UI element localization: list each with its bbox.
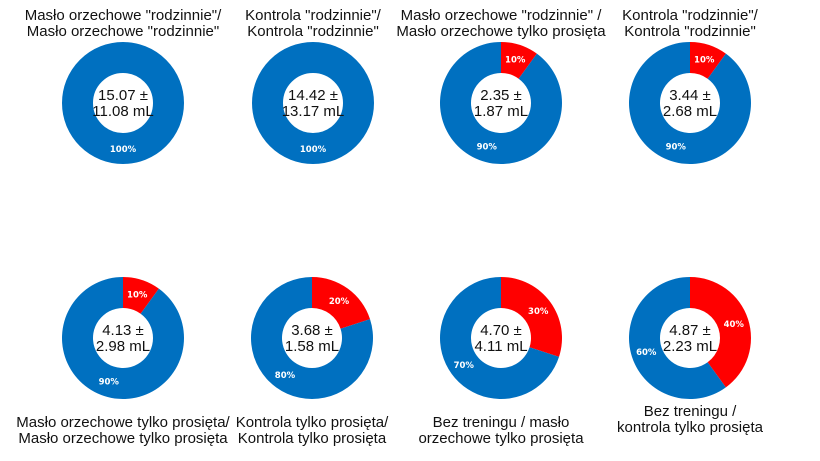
center-value: 4.70 ± <box>480 322 522 339</box>
chart-title: Masło orzechowe "rodzinnie"/Masło orzech… <box>3 8 243 40</box>
segment-label: 10% <box>505 55 526 65</box>
donut-chart: 20% 80% 3.68 ±1.58 mL <box>250 277 373 399</box>
segment-label: 80% <box>275 371 296 381</box>
chart-title-line: Masło orzechowe tylko prosięta <box>18 430 228 447</box>
segment-label: 70% <box>454 361 475 371</box>
donut-chart: 100% 14.42 ±13.17 mL <box>252 42 374 164</box>
donut-chart: 100% 15.07 ±11.08 mL <box>62 42 184 164</box>
segment-label: 10% <box>694 55 715 65</box>
segment-blue <box>629 277 726 399</box>
center-value: 13.17 mL <box>282 103 345 120</box>
segment-label: 90% <box>477 143 498 153</box>
center-value: 2.68 mL <box>663 103 717 120</box>
segment-red <box>690 42 726 79</box>
segment-label: 100% <box>110 145 137 155</box>
center-value: 3.68 ± <box>291 322 333 339</box>
segment-blue <box>629 42 751 164</box>
donut-chart: 10% 90% 2.35 ±1.87 mL <box>440 42 562 164</box>
chart-title-line: Masło orzechowe "rodzinnie" / <box>400 7 602 24</box>
segment-blue <box>252 42 374 164</box>
segment-label: 90% <box>99 378 120 388</box>
segment-red <box>690 277 751 388</box>
chart-title-line: Bez treningu / masło <box>432 414 570 431</box>
center-value: 2.98 mL <box>96 338 150 355</box>
segment-blue <box>440 42 562 164</box>
chart-title-line: Kontrola "rodzinnie" <box>624 23 756 40</box>
chart-title: Masło orzechowe tylko prosięta/Masło orz… <box>3 415 243 447</box>
center-value: 1.58 mL <box>285 338 339 355</box>
chart-title: Bez treningu / kontrola tylko prosięta <box>570 404 810 436</box>
segment-blue <box>62 42 184 164</box>
center-value: 4.13 ± <box>102 322 144 339</box>
chart-title-line: Masło orzechowe tylko prosięta <box>396 23 606 40</box>
center-value: 4.11 mL <box>474 338 527 355</box>
segment-label: 30% <box>528 307 549 317</box>
segment-red <box>312 277 371 329</box>
chart-title-line: Masło orzechowe tylko prosięta/ <box>16 414 230 431</box>
chart-title: Kontrola tylko prosięta/Kontrola tylko p… <box>192 415 432 447</box>
segment-label: 100% <box>300 145 327 155</box>
segment-red <box>501 277 562 357</box>
segment-red <box>501 42 537 79</box>
segment-blue <box>439 277 560 399</box>
segment-label: 10% <box>127 290 148 300</box>
chart-title-line: Kontrola "rodzinnie" <box>247 23 379 40</box>
center-value: 3.44 ± <box>669 87 711 104</box>
segment-label: 90% <box>666 143 687 153</box>
segment-label: 60% <box>636 348 657 358</box>
chart-title: Kontrola "rodzinnie"/Kontrola "rodzinnie… <box>193 8 433 40</box>
donut-chart: 30% 70% 4.70 ±4.11 mL <box>439 277 562 399</box>
center-value: 2.23 mL <box>663 338 717 355</box>
chart-title: Bez treningu / masło orzechowe tylko pros… <box>381 415 621 447</box>
center-value: 14.42 ± <box>288 87 338 104</box>
center-value: 1.87 mL <box>474 103 528 120</box>
chart-title-line: Kontrola "rodzinnie"/ <box>622 7 758 24</box>
segment-label: 20% <box>329 297 350 307</box>
chart-title-line: Kontrola tylko prosięta <box>237 430 387 447</box>
chart-title-line: Masło orzechowe "rodzinnie"/ <box>24 7 222 24</box>
center-value: 4.87 ± <box>669 322 711 339</box>
segment-label: 40% <box>724 320 745 330</box>
center-value: 11.08 mL <box>92 103 153 120</box>
donut-chart: 10% 90% 3.44 ±2.68 mL <box>629 42 751 164</box>
segment-blue <box>61 277 184 399</box>
chart-title-line: Bez treningu / <box>643 403 737 420</box>
donut-chart: 10% 90% 4.13 ±2.98 mL <box>61 277 184 399</box>
donut-chart: 40% 60% 4.87 ±2.23 mL <box>629 277 751 399</box>
chart-title-line: kontrola tylko prosięta <box>617 419 763 436</box>
chart-title-line: orzechowe tylko prosięta <box>418 430 584 447</box>
segment-blue <box>250 277 373 399</box>
center-value: 15.07 ± <box>98 87 148 104</box>
center-value: 2.35 ± <box>480 87 522 104</box>
chart-title-line: Kontrola "rodzinnie"/ <box>245 7 381 24</box>
segment-red <box>123 277 159 314</box>
chart-title-line: Masło orzechowe "rodzinnie" <box>26 23 220 40</box>
chart-title-line: Kontrola tylko prosięta/ <box>235 414 389 431</box>
chart-title: Kontrola "rodzinnie"/Kontrola "rodzinnie… <box>570 8 810 40</box>
chart-title: Masło orzechowe "rodzinnie" / Masło orzec… <box>381 8 621 40</box>
